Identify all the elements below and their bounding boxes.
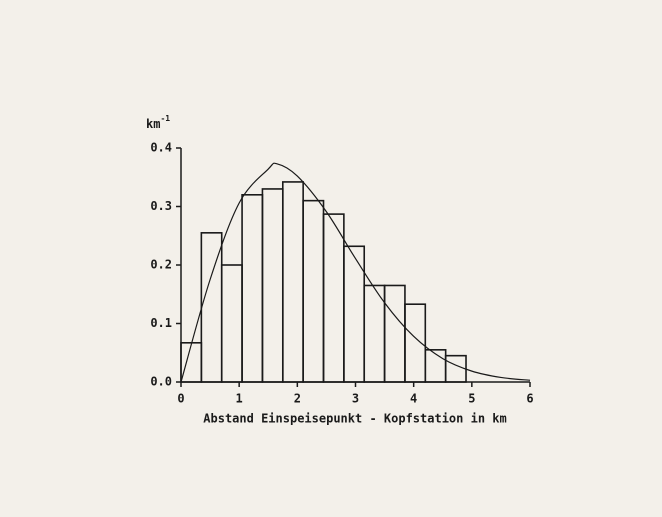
y-tick-label: 0.2 bbox=[150, 258, 172, 272]
x-tick-label: 3 bbox=[352, 392, 359, 406]
x-tick-label: 0 bbox=[177, 392, 184, 406]
y-tick-label: 0.1 bbox=[150, 316, 172, 330]
x-tick-label: 1 bbox=[236, 392, 243, 406]
y-tick-label: 0.4 bbox=[150, 141, 172, 155]
y-axis-unit: km bbox=[146, 117, 160, 131]
bar bbox=[404, 303, 427, 383]
y-tick-label: 0.0 bbox=[150, 375, 172, 389]
x-tick-label: 5 bbox=[468, 392, 475, 406]
x-tick-label: 4 bbox=[410, 392, 417, 406]
y-axis-label: km-1 bbox=[146, 114, 170, 131]
y-axis-exponent: -1 bbox=[160, 114, 170, 123]
x-tick-label: 2 bbox=[294, 392, 301, 406]
y-tick-label: 0.3 bbox=[150, 199, 172, 213]
x-axis-label: Abstand Einspeisepunkt - Kopfstation in … bbox=[203, 412, 506, 426]
fitted-curve bbox=[180, 162, 531, 383]
x-tick-label: 6 bbox=[526, 392, 533, 406]
